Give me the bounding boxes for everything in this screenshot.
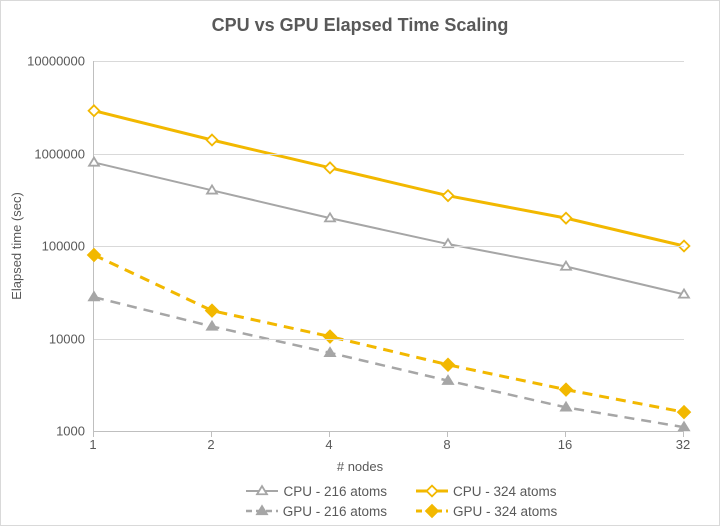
series-marker (88, 249, 100, 261)
legend-swatch (415, 503, 449, 519)
x-tick-label: 8 (443, 437, 450, 452)
series-marker (207, 322, 217, 330)
series-marker (442, 359, 454, 371)
legend-swatch (245, 483, 279, 499)
legend-swatch (245, 503, 279, 519)
legend-item: CPU - 324 atoms (415, 483, 557, 499)
series-marker (561, 213, 572, 224)
series-marker (207, 135, 218, 146)
series-marker (561, 403, 571, 411)
legend: CPU - 216 atoms CPU - 324 atoms GPU - 216 … (151, 481, 651, 521)
chart-frame: CPU vs GPU Elapsed Time Scaling Elapsed … (0, 0, 720, 526)
y-tick-label: 10000 (5, 331, 85, 346)
x-tick-label: 16 (558, 437, 572, 452)
series-marker (561, 262, 571, 270)
series-line (94, 297, 684, 427)
legend-item: GPU - 216 atoms (245, 503, 387, 519)
legend-item: GPU - 324 atoms (415, 503, 557, 519)
x-axis-label: # nodes (1, 459, 719, 474)
legend-swatch (415, 483, 449, 499)
y-tick-label: 1000000 (5, 146, 85, 161)
series-marker (443, 190, 454, 201)
legend-label: CPU - 216 atoms (283, 484, 387, 499)
series-line (94, 111, 684, 246)
series-marker (679, 422, 689, 430)
y-tick-label: 1000 (5, 424, 85, 439)
series-marker (207, 185, 217, 193)
series-marker (325, 162, 336, 173)
series-marker (89, 158, 99, 166)
legend-label: GPU - 324 atoms (453, 504, 557, 519)
series-marker (560, 384, 572, 396)
series-marker (325, 213, 335, 221)
series-marker (325, 348, 335, 356)
legend-label: CPU - 324 atoms (453, 484, 557, 499)
x-tick-label: 2 (207, 437, 214, 452)
series-marker (89, 105, 100, 116)
series-marker (206, 305, 218, 317)
chart-title: CPU vs GPU Elapsed Time Scaling (1, 15, 719, 36)
x-tick-label: 4 (325, 437, 332, 452)
gridline (94, 339, 684, 340)
series-marker (678, 406, 690, 418)
plot-area (93, 61, 684, 432)
y-tick-label: 100000 (5, 239, 85, 254)
x-tick-label: 1 (89, 437, 96, 452)
x-tick-label: 32 (676, 437, 690, 452)
gridline (94, 246, 684, 247)
series-marker (443, 376, 453, 384)
gridline (94, 61, 684, 62)
series-marker (324, 331, 336, 343)
legend-item: CPU - 216 atoms (245, 483, 387, 499)
series-marker (89, 292, 99, 300)
series-line (94, 255, 684, 412)
legend-label: GPU - 216 atoms (283, 504, 387, 519)
y-tick-label: 10000000 (5, 54, 85, 69)
gridline (94, 154, 684, 155)
series-marker (679, 290, 689, 298)
